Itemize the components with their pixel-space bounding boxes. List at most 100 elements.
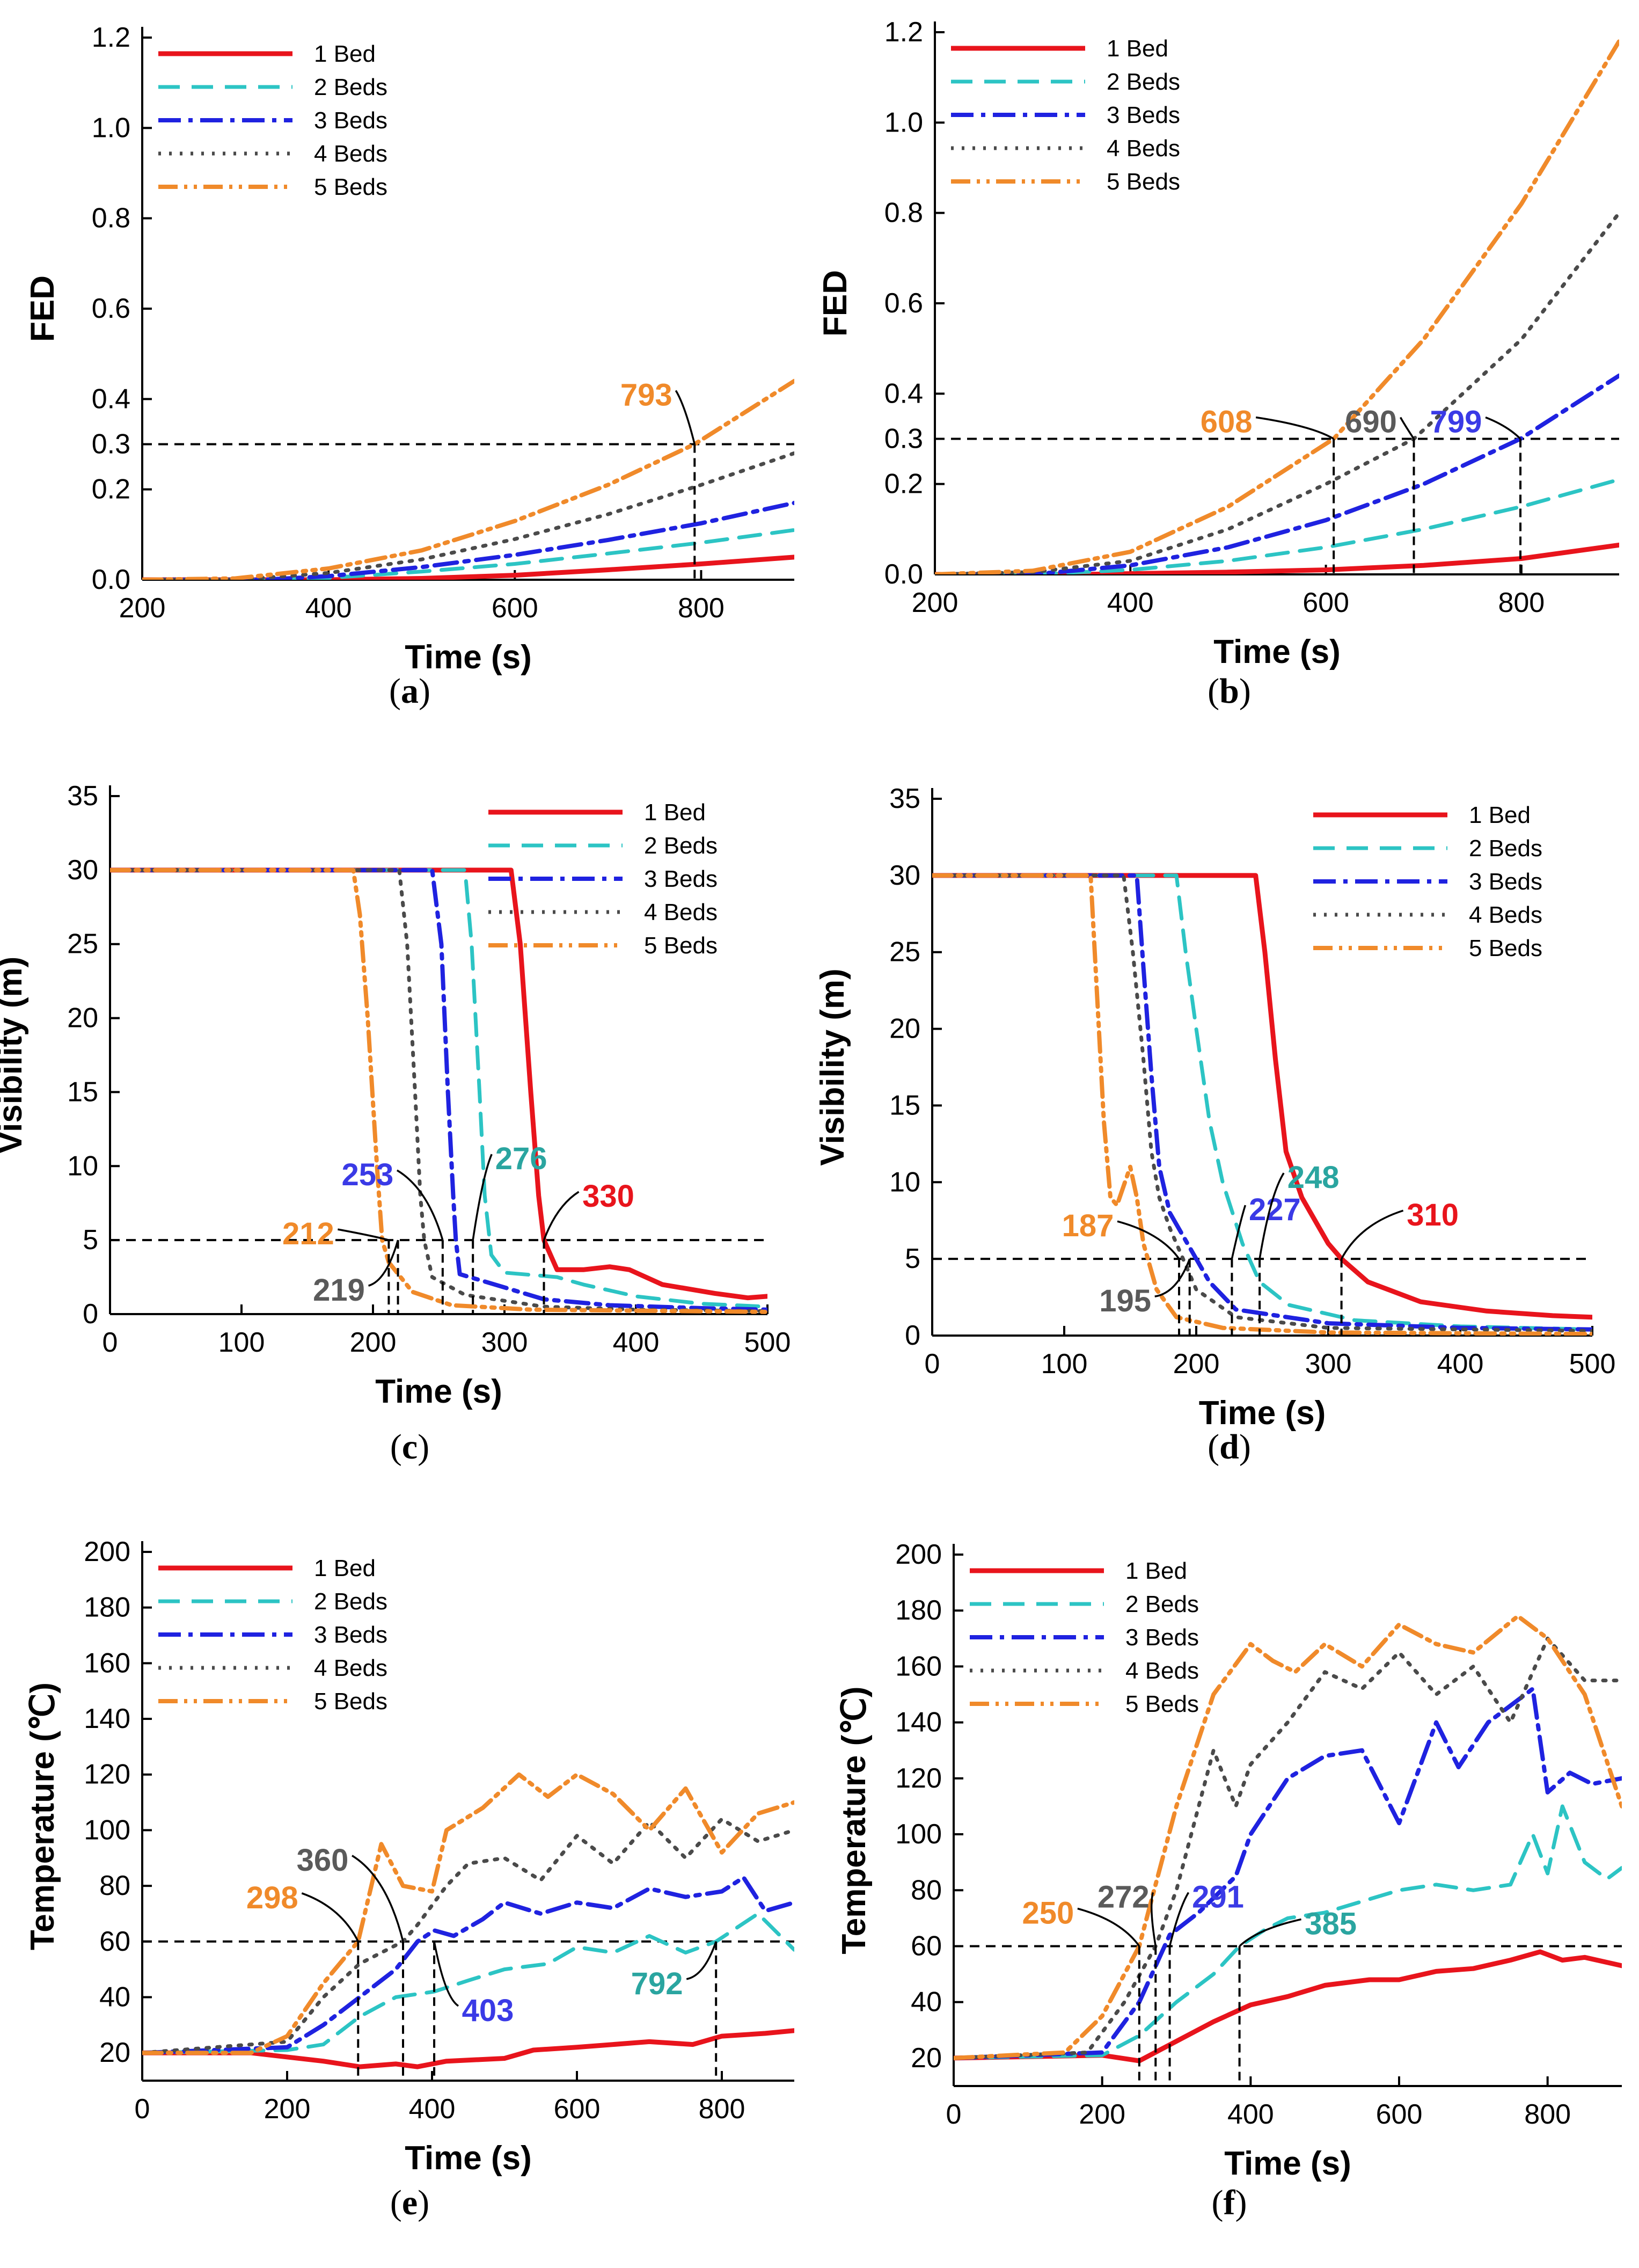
legend-label: 4 Beds <box>1125 1658 1199 1684</box>
y-tick-label: 15 <box>67 1076 98 1107</box>
y-tick-label: 0.0 <box>92 564 130 595</box>
legend-label: 1 Bed <box>314 1555 376 1581</box>
marker-label: 212 <box>282 1216 334 1251</box>
chart-b: 0.0 0.2 0.3 0.4 0.6 0.8 1.0 1.2 200 400 600 800 Time… <box>817 17 1619 670</box>
y-tick-label: 120 <box>895 1763 942 1794</box>
legend-label: 3 Beds <box>314 1622 387 1648</box>
marker-leader <box>1117 1220 1180 1260</box>
legend-label: 5 Beds <box>314 174 387 200</box>
marker-leader <box>1239 1918 1301 1947</box>
series-line-1-bed <box>932 873 1592 1320</box>
marker-label: 690 <box>1345 405 1397 440</box>
series-line-3-beds <box>954 1687 1622 2060</box>
y-tick-label: 0.8 <box>92 203 130 234</box>
y-axis-title: Temperature (℃) <box>24 1682 61 1950</box>
series-line-5-beds <box>110 867 767 1314</box>
y-tick-label: 100 <box>84 1814 130 1846</box>
chart-e: 20 40 60 80 100 120 140 160 180 200 0 200 400 600 800 T… <box>24 1536 794 2177</box>
legend-label: 4 Beds <box>314 1655 387 1681</box>
panel-label-b: (b) <box>1208 672 1251 711</box>
x-tick-label: 0 <box>135 2094 150 2125</box>
x-tick-label: 600 <box>554 2094 601 2125</box>
y-tick-label: 25 <box>889 937 920 968</box>
y-tick-label: 0.2 <box>884 469 923 500</box>
legend-label: 2 Beds <box>1469 835 1542 862</box>
x-tick-label: 100 <box>1041 1348 1088 1380</box>
panel-label-a: (a) <box>389 672 430 711</box>
x-tick-label: 800 <box>1524 2099 1571 2130</box>
marker-label: 195 <box>1099 1284 1151 1318</box>
y-tick-label: 25 <box>67 929 98 960</box>
y-tick-label: 120 <box>84 1759 130 1790</box>
y-tick-label: 60 <box>911 1930 942 1961</box>
marker-label: 310 <box>1407 1198 1459 1233</box>
chart-f: 20 40 60 80 100 120 140 160 180 200 0 200 400 600 800 T… <box>836 1539 1622 2182</box>
y-tick-label: 0.8 <box>884 198 923 229</box>
legend-label: 1 Bed <box>1125 1558 1187 1584</box>
y-tick-label: 1.0 <box>92 112 130 143</box>
series-line-1-bed <box>110 867 767 1301</box>
y-tick-label: 40 <box>99 1981 130 2012</box>
legend-label: 4 Beds <box>1107 135 1180 162</box>
y-tick-label: 160 <box>84 1647 130 1679</box>
x-tick-label: 200 <box>912 587 958 618</box>
panel-label-e: (e) <box>390 2183 430 2222</box>
x-axis-title: Time (s) <box>375 1373 502 1410</box>
x-tick-label: 100 <box>218 1327 265 1358</box>
marker-leader <box>368 1239 399 1287</box>
marker-label: 608 <box>1201 405 1253 440</box>
x-tick-label: 0 <box>946 2099 962 2130</box>
marker-label: 298 <box>246 1880 298 1915</box>
y-tick-label: 0.6 <box>884 288 923 319</box>
x-tick-label: 200 <box>1079 2099 1125 2130</box>
y-tick-label: 10 <box>889 1166 920 1198</box>
marker-label: 219 <box>313 1273 365 1308</box>
legend-label: 2 Beds <box>314 74 387 100</box>
x-tick-label: 400 <box>409 2094 456 2125</box>
marker-label: 792 <box>631 1966 683 2001</box>
y-axis-title: Temperature (℃) <box>836 1686 873 1954</box>
panel-label-c: (c) <box>390 1427 430 1467</box>
legend-label: 1 Bed <box>1469 802 1531 828</box>
series-line-4-beds <box>935 211 1619 574</box>
y-tick-label: 0.4 <box>884 378 923 409</box>
marker-label: 330 <box>582 1179 634 1214</box>
series-line-4-beds <box>954 1636 1622 2060</box>
y-tick-label: 0.6 <box>92 293 130 324</box>
y-tick-label: 140 <box>84 1703 130 1734</box>
x-tick-label: 200 <box>350 1327 397 1358</box>
panel-a: 0.0 0.2 0.3 0.4 0.6 0.8 1.0 1.2 200 400 600 800 Time… <box>0 0 820 756</box>
legend-label: 4 Beds <box>1469 902 1542 928</box>
marker-label: 360 <box>297 1843 349 1878</box>
legend-label: 4 Beds <box>644 899 718 925</box>
legend-label: 5 Beds <box>1107 169 1180 195</box>
legend-label: 3 Beds <box>644 866 718 892</box>
x-tick-label: 600 <box>1303 587 1349 618</box>
marker-leader <box>338 1228 389 1241</box>
marker-leader <box>1231 1205 1247 1259</box>
y-axis-title: FED <box>24 275 61 342</box>
legend-label: 1 Bed <box>314 41 376 67</box>
marker-label: 272 <box>1097 1879 1150 1914</box>
y-tick-label: 1.2 <box>884 17 923 48</box>
series-line-2-beds <box>110 868 767 1309</box>
x-tick-label: 400 <box>1437 1348 1484 1380</box>
marker-leader <box>686 1941 717 1980</box>
y-tick-label: 180 <box>84 1592 130 1623</box>
legend-label: 1 Bed <box>644 799 706 826</box>
x-axis-title: Time (s) <box>405 2140 532 2177</box>
marker-label: 799 <box>1430 405 1482 440</box>
y-tick-label: 20 <box>889 1013 920 1045</box>
series-line-5-beds <box>935 39 1619 574</box>
panel-d: 0 5 10 15 20 25 30 35 0 100 200 300 400 500 Time (s) Vi… <box>814 756 1639 1512</box>
x-tick-label: 600 <box>492 593 538 624</box>
y-tick-label: 100 <box>895 1819 942 1850</box>
marker-label: 403 <box>462 1993 514 2028</box>
series-line-2-beds <box>932 873 1592 1332</box>
panel-label-f: (f) <box>1211 2183 1247 2222</box>
legend-label: 1 Bed <box>1107 35 1168 62</box>
series-line-5-beds <box>932 873 1592 1336</box>
marker-label: 291 <box>1192 1879 1244 1914</box>
marker-label: 227 <box>1249 1192 1301 1227</box>
marker-leader <box>543 1191 580 1241</box>
